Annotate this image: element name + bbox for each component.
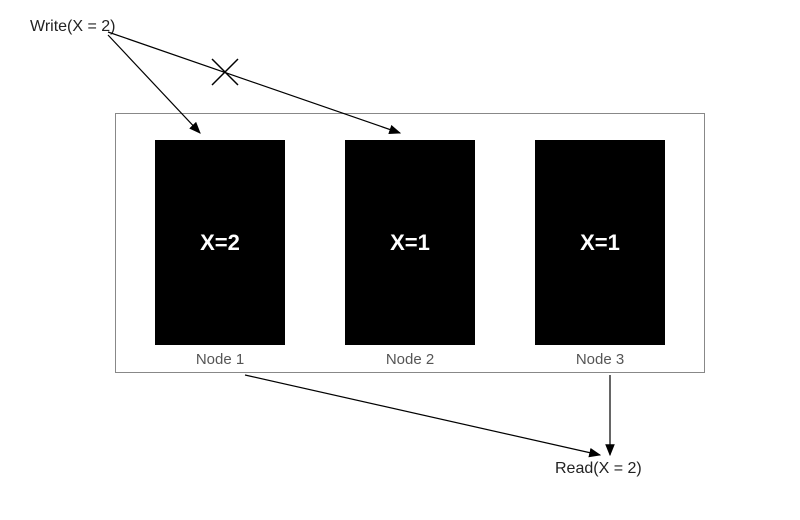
node-1: X=2 [155,140,285,345]
node-1-label: Node 1 [155,351,285,368]
fail-mark-icon [212,59,238,85]
node-2-value: X=1 [390,230,430,256]
node-3: X=1 [535,140,665,345]
node-2: X=1 [345,140,475,345]
write-label: Write(X = 2) [30,18,116,36]
node-2-label: Node 2 [345,351,475,368]
read-label: Read(X = 2) [555,460,642,478]
node-1-value: X=2 [200,230,240,256]
fail-mark-icon [212,59,238,85]
node-3-label: Node 3 [535,351,665,368]
arrow-node1-to-read [245,375,600,455]
node-3-value: X=1 [580,230,620,256]
